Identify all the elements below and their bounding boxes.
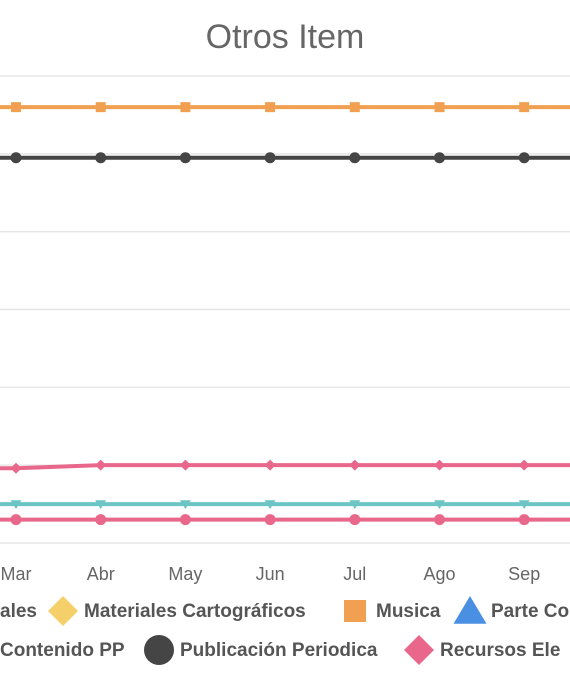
x-tick-label: Jul <box>343 564 366 584</box>
data-point <box>265 102 276 113</box>
series-2 <box>0 459 570 474</box>
data-point <box>434 514 445 526</box>
data-point <box>10 152 22 164</box>
data-point <box>264 500 276 510</box>
x-tick-label: Mar <box>1 564 32 584</box>
data-point <box>95 500 107 510</box>
legend-label: Contenido PP <box>0 640 125 661</box>
legend: ales Materiales Cartográficos Musica Parte … <box>0 596 569 665</box>
legend-label: Recursos Ele <box>440 640 560 661</box>
data-point <box>349 459 361 471</box>
legend-item[interactable]: Recursos Ele <box>404 635 560 665</box>
legend-item[interactable]: Materiales Cartográficos <box>48 596 306 626</box>
series-0 <box>0 102 570 113</box>
data-point <box>95 459 107 471</box>
data-point <box>519 102 530 113</box>
data-point <box>10 500 22 510</box>
data-point <box>264 514 276 526</box>
data-point <box>518 514 530 526</box>
grid-lines <box>0 75 570 544</box>
data-point <box>179 500 191 510</box>
data-point <box>264 152 276 164</box>
legend-label: Parte Co <box>491 601 569 622</box>
data-point <box>180 102 191 113</box>
data-point <box>95 152 107 164</box>
data-point <box>518 152 530 164</box>
legend-marker-triangle-icon <box>453 596 487 624</box>
legend-marker-diamond-icon <box>48 596 78 626</box>
data-point <box>349 514 361 526</box>
x-tick-label: Sep <box>508 564 540 584</box>
legend-label: Materiales Cartográficos <box>84 601 306 622</box>
series-line <box>0 463 570 471</box>
legend-label: ales <box>0 601 37 622</box>
x-axis: Mar Abr May Jun Jul Ago Sep <box>1 564 541 584</box>
chart-title: Otros Item <box>206 18 365 56</box>
data-point <box>179 514 191 526</box>
x-tick-label: Abr <box>87 564 115 584</box>
data-point <box>179 459 191 471</box>
series-1 <box>0 152 570 164</box>
legend-marker-diamond-icon <box>404 635 434 665</box>
data-point <box>434 500 445 510</box>
legend-label: Musica <box>376 601 441 622</box>
data-point <box>434 459 445 471</box>
legend-item[interactable]: Publicación Periodica <box>144 635 378 665</box>
data-point <box>10 462 22 474</box>
data-point <box>349 102 360 113</box>
legend-item[interactable]: Parte Co <box>453 596 570 624</box>
data-point <box>264 459 276 471</box>
legend-item[interactable]: ales <box>0 601 37 622</box>
data-point <box>434 152 445 164</box>
data-point <box>349 500 361 510</box>
legend-item[interactable]: Musica <box>344 600 441 622</box>
x-tick-label: Jun <box>256 564 285 584</box>
data-point <box>518 459 530 471</box>
legend-marker-circle-icon <box>144 635 174 665</box>
legend-marker-square-icon <box>344 600 366 622</box>
data-point <box>11 102 21 113</box>
series-3 <box>0 500 570 510</box>
x-tick-label: Ago <box>423 564 455 584</box>
x-tick-label: May <box>168 564 202 584</box>
series-4 <box>0 514 570 526</box>
data-point <box>95 102 106 113</box>
legend-label: Publicación Periodica <box>180 640 378 661</box>
data-point <box>518 500 530 510</box>
data-point <box>10 514 22 526</box>
series-layer <box>0 102 570 526</box>
data-point <box>179 152 191 164</box>
legend-item[interactable]: Contenido PP <box>0 640 125 661</box>
data-point <box>95 514 107 526</box>
data-point <box>434 102 445 113</box>
data-point <box>349 152 361 164</box>
